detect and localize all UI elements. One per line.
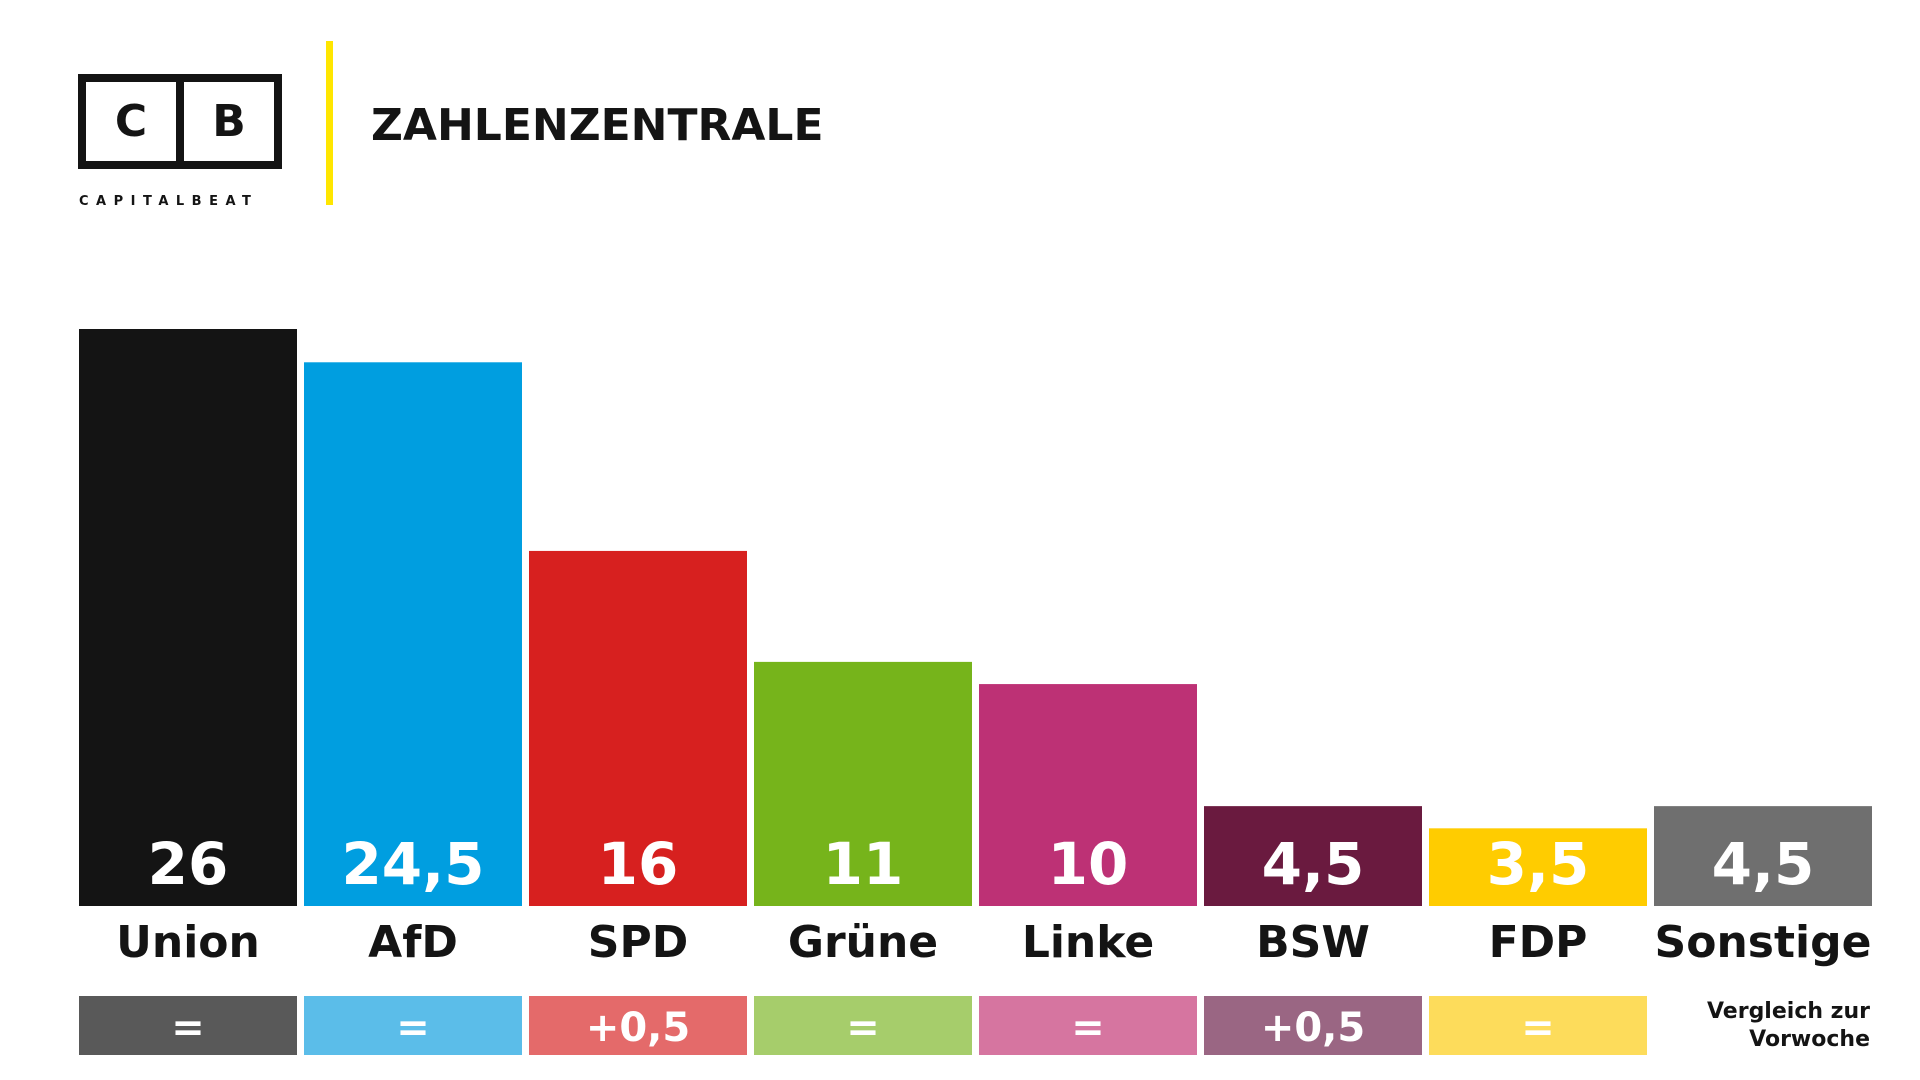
change-box xyxy=(1204,996,1422,1055)
change-box xyxy=(1429,996,1647,1055)
change-box xyxy=(979,996,1197,1055)
bar xyxy=(529,550,747,906)
change-label: = xyxy=(846,1005,880,1051)
x-tick-label: BSW xyxy=(1256,917,1370,968)
x-tick-label: Grüne xyxy=(788,917,938,968)
change-note: Vergleich zur xyxy=(1707,999,1870,1024)
chart-title: ZAHLENZENTRALE xyxy=(371,100,824,151)
bar xyxy=(304,362,522,906)
bar xyxy=(979,684,1197,906)
change-label: = xyxy=(171,1005,205,1051)
logo-letter: C xyxy=(115,96,147,147)
change-box xyxy=(529,996,747,1055)
x-tick-label: SPD xyxy=(588,917,688,968)
value-label: 24,5 xyxy=(341,830,484,898)
change-box xyxy=(79,996,297,1055)
bar xyxy=(1654,806,1872,906)
bar xyxy=(79,329,297,906)
change-label: = xyxy=(1071,1005,1105,1051)
x-tick-label: Union xyxy=(116,917,260,968)
change-note: Vorwoche xyxy=(1749,1027,1870,1052)
value-label: 4,5 xyxy=(1262,830,1365,898)
bar xyxy=(754,661,972,906)
change-box xyxy=(304,996,522,1055)
divider xyxy=(326,41,333,205)
logo-box xyxy=(176,74,282,169)
x-tick-label: Linke xyxy=(1022,917,1154,968)
logo-letter: B xyxy=(212,96,246,147)
bar xyxy=(1429,828,1647,906)
value-label: 11 xyxy=(823,830,904,898)
value-label: 4,5 xyxy=(1712,830,1815,898)
value-label: 16 xyxy=(598,830,679,898)
change-box xyxy=(754,996,972,1055)
x-tick-label: FDP xyxy=(1489,917,1588,968)
value-label: 10 xyxy=(1048,830,1129,898)
x-tick-label: Sonstige xyxy=(1655,917,1872,968)
change-label: = xyxy=(1521,1005,1555,1051)
value-label: 3,5 xyxy=(1487,830,1590,898)
logo: C B CAPITALBEAT xyxy=(78,74,282,209)
bar xyxy=(1204,806,1422,906)
change-label: +0,5 xyxy=(1261,1005,1365,1051)
change-label: = xyxy=(396,1005,430,1051)
x-tick-label: AfD xyxy=(368,917,458,968)
value-label: 26 xyxy=(148,830,229,898)
logo-name: CAPITALBEAT xyxy=(79,194,258,209)
change-label: +0,5 xyxy=(586,1005,690,1051)
